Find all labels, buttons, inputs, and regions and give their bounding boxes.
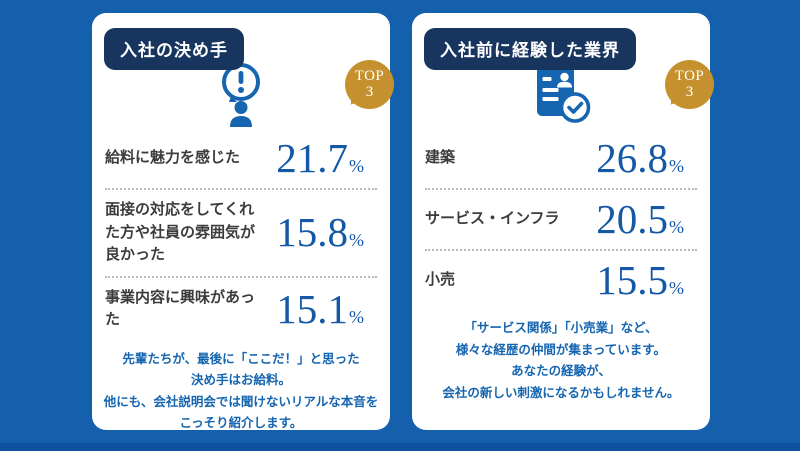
note-line: 「サービス関係」「小売業」など、 <box>464 321 658 335</box>
person-exclamation-icon <box>222 63 260 127</box>
note-line: こっそり紹介します。 <box>179 416 303 430</box>
stats-list: 給料に魅力を感じた 21.7% 面接の対応をしてくれた方や社員の雰囲気が良かった… <box>92 129 390 341</box>
top3-badge-text: TOP <box>674 67 705 84</box>
note-line: あなたの経験が、 <box>511 364 611 378</box>
stat-unit: % <box>349 156 364 176</box>
note-line: 会社の新しい刺激になるかもしれません。 <box>442 385 680 400</box>
stat-unit: % <box>669 217 684 237</box>
stats-list: 建築 26.8% サービス・インフラ 20.5% 小売 15.5% <box>412 129 710 310</box>
top3-badge-text: TOP <box>354 67 385 84</box>
top3-badge: TOP 3 <box>665 60 714 109</box>
note-line: 先輩たちが、最後に「ここだ！」と思った <box>122 351 360 366</box>
stat-unit: % <box>349 230 364 251</box>
stat-number: 15.1 <box>276 285 348 332</box>
stat-number: 20.5 <box>596 196 668 242</box>
stat-value: 15.5% <box>596 260 684 301</box>
stat-label: サービス・インフラ <box>425 210 560 228</box>
stat-label: 給料に魅力を感じた <box>105 149 241 167</box>
note-line: 他にも、会社説明会では聞けないリアルな本音を <box>103 394 379 409</box>
stat-value: 21.7% <box>276 138 364 179</box>
card-joining-decision: 入社の決め手 TOP 3 給料に魅力を感じた 21.7% 面接の対応をしてくれた… <box>92 13 394 430</box>
top3-badge: TOP 3 <box>345 60 394 109</box>
stat-label: 小売 <box>425 271 456 289</box>
stat-label: 面接の対応をしてくれた方や社員の雰囲気が良かった <box>105 201 256 263</box>
stat-number: 26.8 <box>596 135 668 181</box>
note-line: 様々な経歴の仲間が集まっています。 <box>455 342 667 357</box>
note-line: 決め手はお給料。 <box>190 373 291 387</box>
stat-number: 21.7 <box>276 135 348 181</box>
stat-row: サービス・インフラ 20.5% <box>425 188 697 249</box>
stat-unit: % <box>349 306 364 327</box>
stat-number: 15.8 <box>276 209 348 256</box>
stat-unit: % <box>669 278 684 298</box>
top3-badge-number: 3 <box>365 83 374 100</box>
card-note: 「サービス関係」「小売業」など、 様々な経歴の仲間が集まっています。 あなたの経… <box>412 318 710 404</box>
bottom-accent-strip <box>0 443 800 451</box>
stat-row: 面接の対応をしてくれた方や社員の雰囲気が良かった 15.8% <box>105 188 377 276</box>
stat-value: 15.8% <box>276 212 364 253</box>
stat-unit: % <box>669 156 684 176</box>
stat-label: 事業内容に興味があった <box>105 288 256 329</box>
card-prior-industries: 入社前に経験した業界 TOP 3 建築 26.8% サービス・インフラ 20.5… <box>412 13 714 430</box>
stat-row: 事業内容に興味があった 15.1% <box>105 275 377 341</box>
stat-value: 20.5% <box>596 199 684 240</box>
stat-value: 15.1% <box>276 285 364 332</box>
stat-number: 15.5 <box>596 257 668 303</box>
card-icon-area <box>412 13 710 129</box>
card-title-badge: 入社前に経験した業界 <box>424 28 636 70</box>
stat-row: 給料に魅力を感じた 21.7% <box>105 129 377 188</box>
stat-row: 小売 15.5% <box>425 249 697 310</box>
card-title-badge: 入社の決め手 <box>104 28 244 70</box>
card-note: 先輩たちが、最後に「ここだ！」と思った 決め手はお給料。 他にも、会社説明会では… <box>92 349 390 435</box>
top3-badge-number: 3 <box>685 83 694 100</box>
stat-label: 建築 <box>425 149 456 167</box>
stat-value: 26.8% <box>596 138 684 179</box>
stat-row: 建築 26.8% <box>425 129 697 188</box>
resume-check-icon <box>537 66 591 123</box>
